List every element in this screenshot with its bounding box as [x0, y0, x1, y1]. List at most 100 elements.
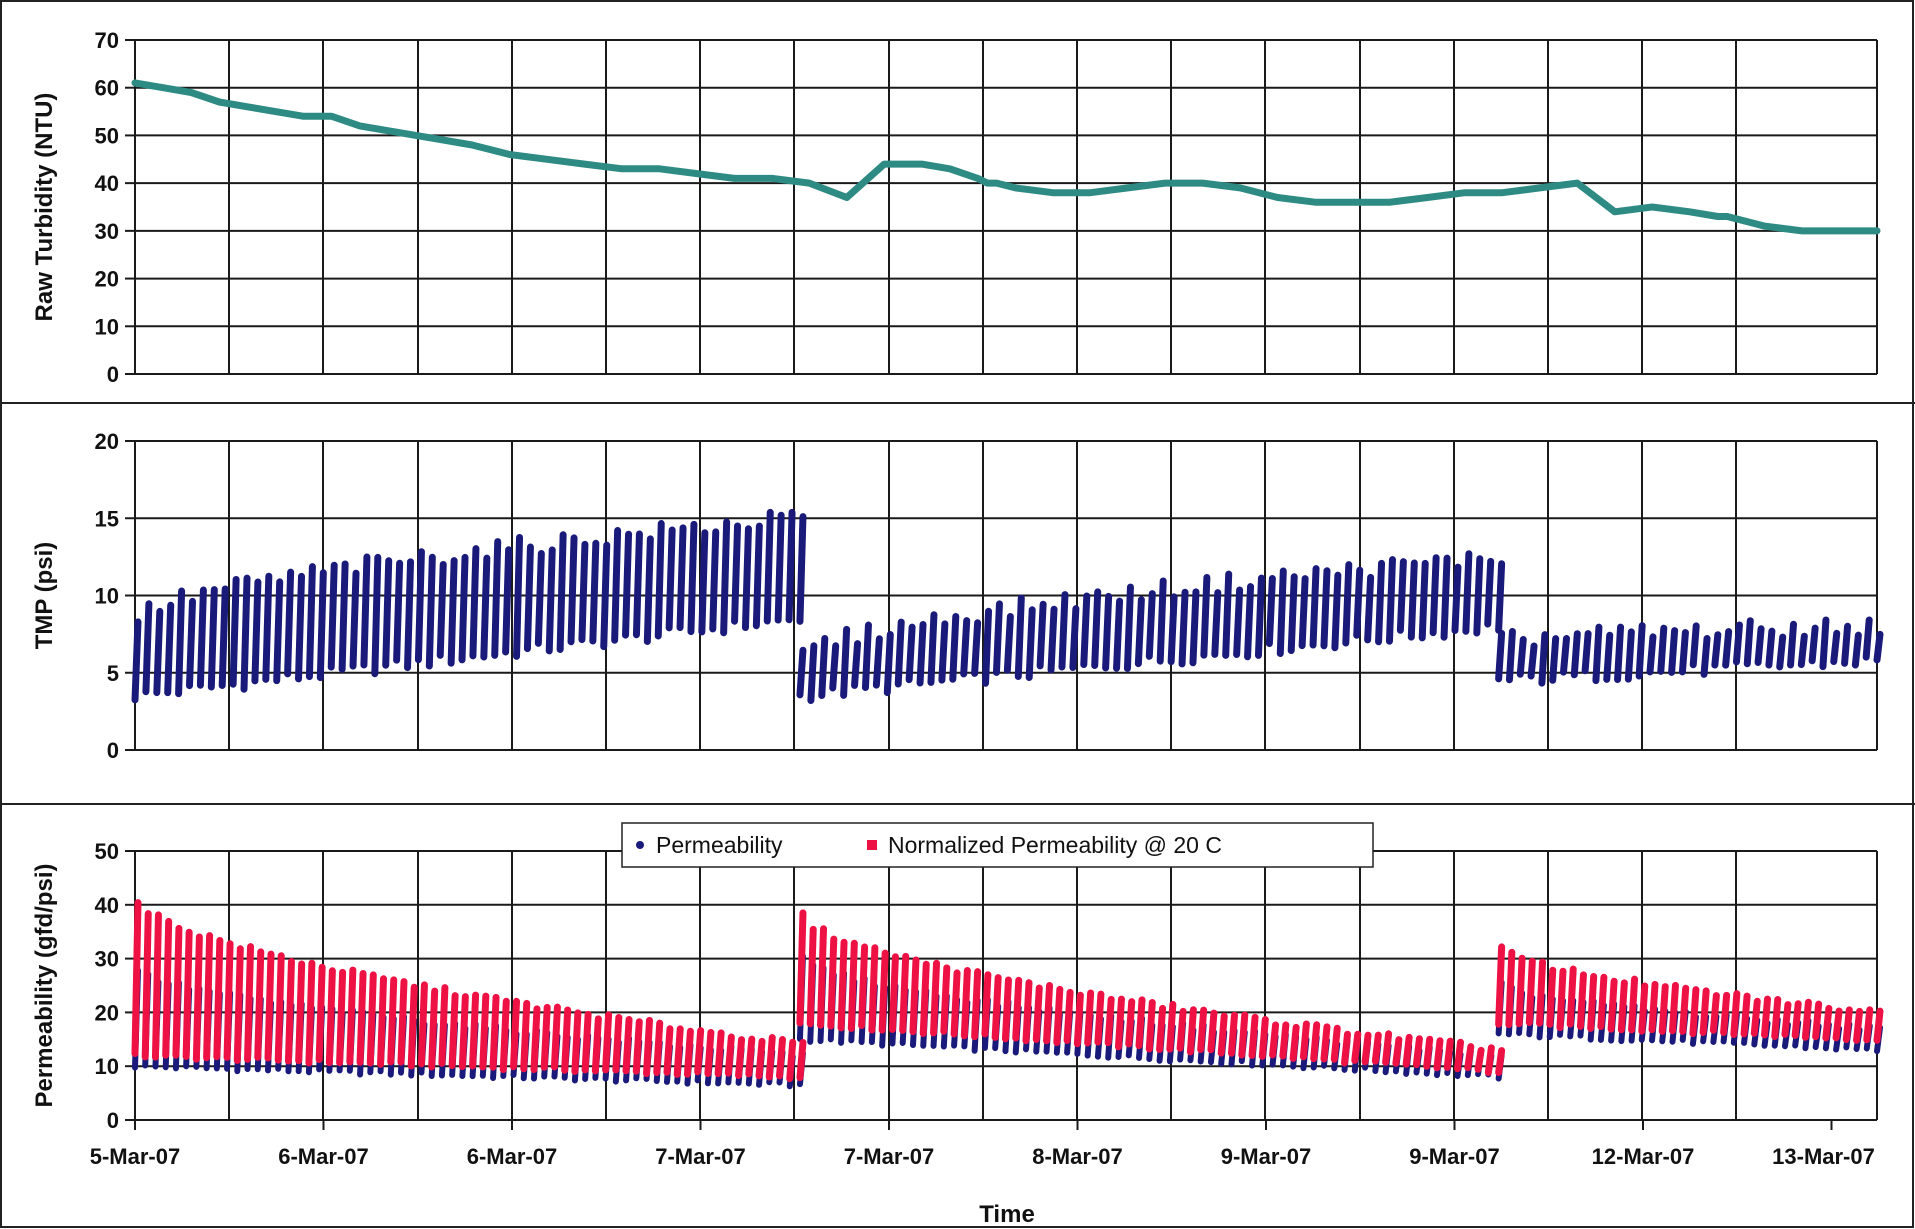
normalized-permeability-cycle-mark — [1197, 1006, 1208, 1053]
normalized-permeability-cycle-mark — [796, 909, 807, 1027]
tmp-cycle-mark — [1134, 596, 1145, 668]
normalized-permeability-cycle-mark — [1689, 986, 1700, 1038]
normalized-permeability-cycle-mark — [510, 997, 521, 1071]
normalized-permeability-cycle-mark — [960, 967, 971, 1040]
normalized-permeability-cycle-mark — [1217, 1012, 1228, 1057]
tmp-cycle-mark — [840, 625, 851, 699]
tmp-cycle-mark — [1385, 556, 1396, 645]
normalized-permeability-cycle-mark — [1873, 1007, 1884, 1044]
tmp-cycle-mark — [741, 525, 752, 632]
normalized-permeability-cycle-mark — [387, 976, 398, 1066]
normalized-permeability-cycle-mark — [1648, 980, 1659, 1034]
normalized-permeability-cycle-mark — [1812, 1000, 1823, 1041]
tmp-cycle-mark — [1559, 635, 1570, 676]
tmp-cycle-mark — [1765, 627, 1776, 669]
normalized-permeability-cycle-mark — [233, 945, 244, 1065]
normalized-permeability-cycle-mark — [919, 960, 930, 1037]
tmp-cycle-mark — [382, 557, 393, 669]
tmp-cycle-mark — [1787, 620, 1798, 669]
permeability-panel: 0 10 20 30 40 50 Permeability (gfd/psi) Permeab… — [31, 822, 1884, 1133]
normalized-permeability-cycle-mark — [1084, 989, 1095, 1047]
tmp-cycle-mark — [436, 560, 447, 659]
tmp-cycle-mark — [1646, 633, 1657, 676]
tmp-cycle-mark — [1167, 593, 1178, 666]
normalized-permeability-cycle-mark — [1207, 1009, 1218, 1054]
normalized-permeability-cycle-mark — [981, 971, 992, 1038]
normalized-permeability-cycle-mark — [1556, 967, 1567, 1032]
normalized-permeability-cycle-mark — [663, 1025, 674, 1076]
normalized-permeability-cycle-mark — [1156, 1004, 1167, 1053]
normalized-permeability-cycle-mark — [336, 968, 347, 1067]
tmp-cycle-mark — [665, 526, 676, 632]
y-tick-label: 0 — [107, 1108, 119, 1133]
y-tick-label: 20 — [95, 1000, 119, 1025]
normalized-permeability-cycle-mark — [1248, 1013, 1259, 1059]
normalized-permeability-cycle-mark — [704, 1028, 715, 1077]
tmp-cycle-mark — [1156, 577, 1167, 665]
normalized-permeability-cycle-mark — [971, 968, 982, 1041]
normalized-permeability-cycle-mark — [397, 978, 408, 1066]
turbidity-panel: 0 10 20 30 40 50 60 70 Raw Turbidity (NTU) — [31, 28, 1881, 387]
normalized-permeability-cycle-mark — [1423, 1035, 1434, 1070]
tmp-cycle-mark — [1331, 571, 1342, 652]
tmp-cycle-mark — [502, 546, 513, 656]
normalized-permeability-cycle-mark — [643, 1016, 654, 1078]
tmp-cycle-mark — [556, 531, 567, 653]
normalized-permeability-cycle-mark — [1781, 1001, 1792, 1038]
tmp-cycle-mark — [295, 572, 306, 683]
normalized-permeability-cycle-mark — [540, 1003, 551, 1071]
tmp-cycle-mark — [807, 642, 818, 705]
tmp-cycle-mark — [1102, 592, 1113, 672]
normalized-permeability-cycle-mark — [1679, 984, 1690, 1035]
tmp-cycle-mark — [720, 518, 731, 637]
normalized-permeability-cycle-mark — [274, 952, 285, 1064]
tmp-panel: 0 5 10 15 20 TMP (psi) — [31, 429, 1884, 763]
tmp-cycle-mark — [218, 585, 229, 690]
tmp-cycle-mark — [1036, 600, 1047, 670]
normalized-permeability-cycle-mark — [1566, 965, 1577, 1028]
normalized-permeability-cycle-mark — [151, 911, 162, 1061]
tmp-cycle-mark — [284, 568, 295, 678]
x-tick-label: 6-Mar-07 — [467, 1144, 557, 1169]
x-tick-label: 9-Mar-07 — [1221, 1144, 1311, 1169]
tmp-cycle-mark — [796, 646, 807, 699]
normalized-permeability-cycle-mark — [632, 1018, 643, 1075]
normalized-permeability-cycle-mark — [775, 1036, 786, 1080]
tmp-cycle-mark — [818, 634, 829, 700]
x-tick-label: 5-Mar-07 — [90, 1144, 180, 1169]
normalized-permeability-cycle-mark — [499, 997, 510, 1073]
normalized-permeability-cycle-mark — [1443, 1037, 1454, 1071]
normalized-permeability-cycle-mark — [1402, 1033, 1413, 1068]
normalized-permeability-cycle-mark — [1135, 996, 1146, 1050]
tmp-cycle-mark — [316, 569, 327, 682]
normalized-permeability-cycle-mark — [888, 953, 899, 1033]
normalized-permeability-cycle-mark — [1341, 1030, 1352, 1067]
normalized-permeability-cycle-mark — [407, 983, 418, 1070]
tmp-cycle-mark — [1014, 594, 1025, 680]
tmp-cycle-mark — [1091, 588, 1102, 669]
normalized-permeability-cycle-mark — [1617, 979, 1628, 1034]
normalized-permeability-cycle-mark — [131, 899, 142, 1057]
tmp-cycle-mark — [643, 535, 654, 645]
tmp-cycle-mark — [262, 572, 273, 683]
normalized-permeability-cycle-mark — [622, 1016, 633, 1075]
y-tick-label: 30 — [95, 947, 119, 972]
normalized-permeability-cycle-mark — [264, 950, 275, 1062]
y-axis-title: Permeability (gfd/psi) — [31, 863, 58, 1107]
tmp-cycle-mark — [1254, 574, 1265, 659]
tmp-cycle-mark — [1808, 624, 1819, 665]
tmp-cycle-mark — [1375, 559, 1386, 646]
normalized-permeability-cycle-mark — [612, 1013, 623, 1074]
normalized-permeability-cycle-mark — [356, 970, 367, 1066]
normalized-permeability-cycle-mark — [1361, 1031, 1372, 1066]
tmp-cycle-mark — [1495, 560, 1506, 634]
normalized-permeability-cycle-mark — [930, 959, 941, 1037]
tmp-cycle-mark — [1353, 566, 1364, 639]
normalized-permeability-cycle-mark — [1576, 971, 1587, 1030]
tmp-cycle-mark — [1603, 631, 1614, 683]
tmp-cycle-mark — [1657, 624, 1668, 675]
tmp-cycle-mark — [829, 642, 840, 692]
tmp-cycle-mark — [1233, 586, 1244, 658]
normalized-permeability-cycle-mark — [1771, 996, 1782, 1040]
normalized-permeability-cycle-mark — [1597, 973, 1608, 1031]
